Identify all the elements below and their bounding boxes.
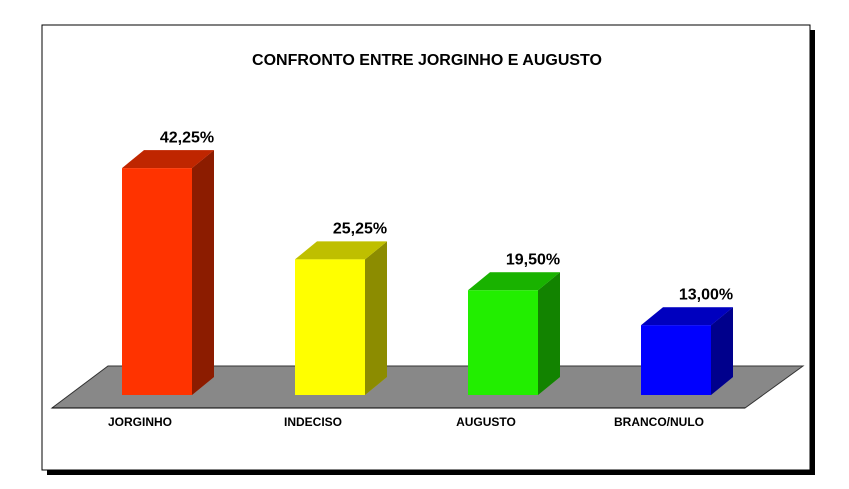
chart-title: CONFRONTO ENTRE JORGINHO E AUGUSTO [252,52,602,69]
bar-side [711,307,733,395]
value-label: 42,25% [160,129,214,146]
bar-top-shade [295,241,387,260]
bar-side [365,241,387,395]
bar-side-shade [365,241,387,395]
bar [641,325,711,395]
bar [295,259,365,395]
bar-top [641,307,733,326]
value-label: 25,25% [333,221,387,238]
bar-side-shade [711,307,733,395]
bar [122,168,192,395]
bar-top [295,241,387,260]
bar-side-shade [538,272,560,395]
bar-top-shade [122,150,214,169]
bar [468,290,538,395]
bar-side [538,272,560,395]
bar-top-shade [641,307,733,326]
bar-top [122,150,214,169]
bar-top-shade [468,272,560,291]
x-tick-label: AUGUSTO [456,415,516,429]
x-tick-label: JORGINHO [108,415,172,429]
x-tick-label: BRANCO/NULO [614,415,704,429]
bar-top [468,272,560,291]
bar-side [192,150,214,395]
bar-side-shade [192,150,214,395]
value-label: 13,00% [679,286,733,303]
value-label: 19,50% [506,252,560,269]
x-tick-label: INDECISO [284,415,342,429]
